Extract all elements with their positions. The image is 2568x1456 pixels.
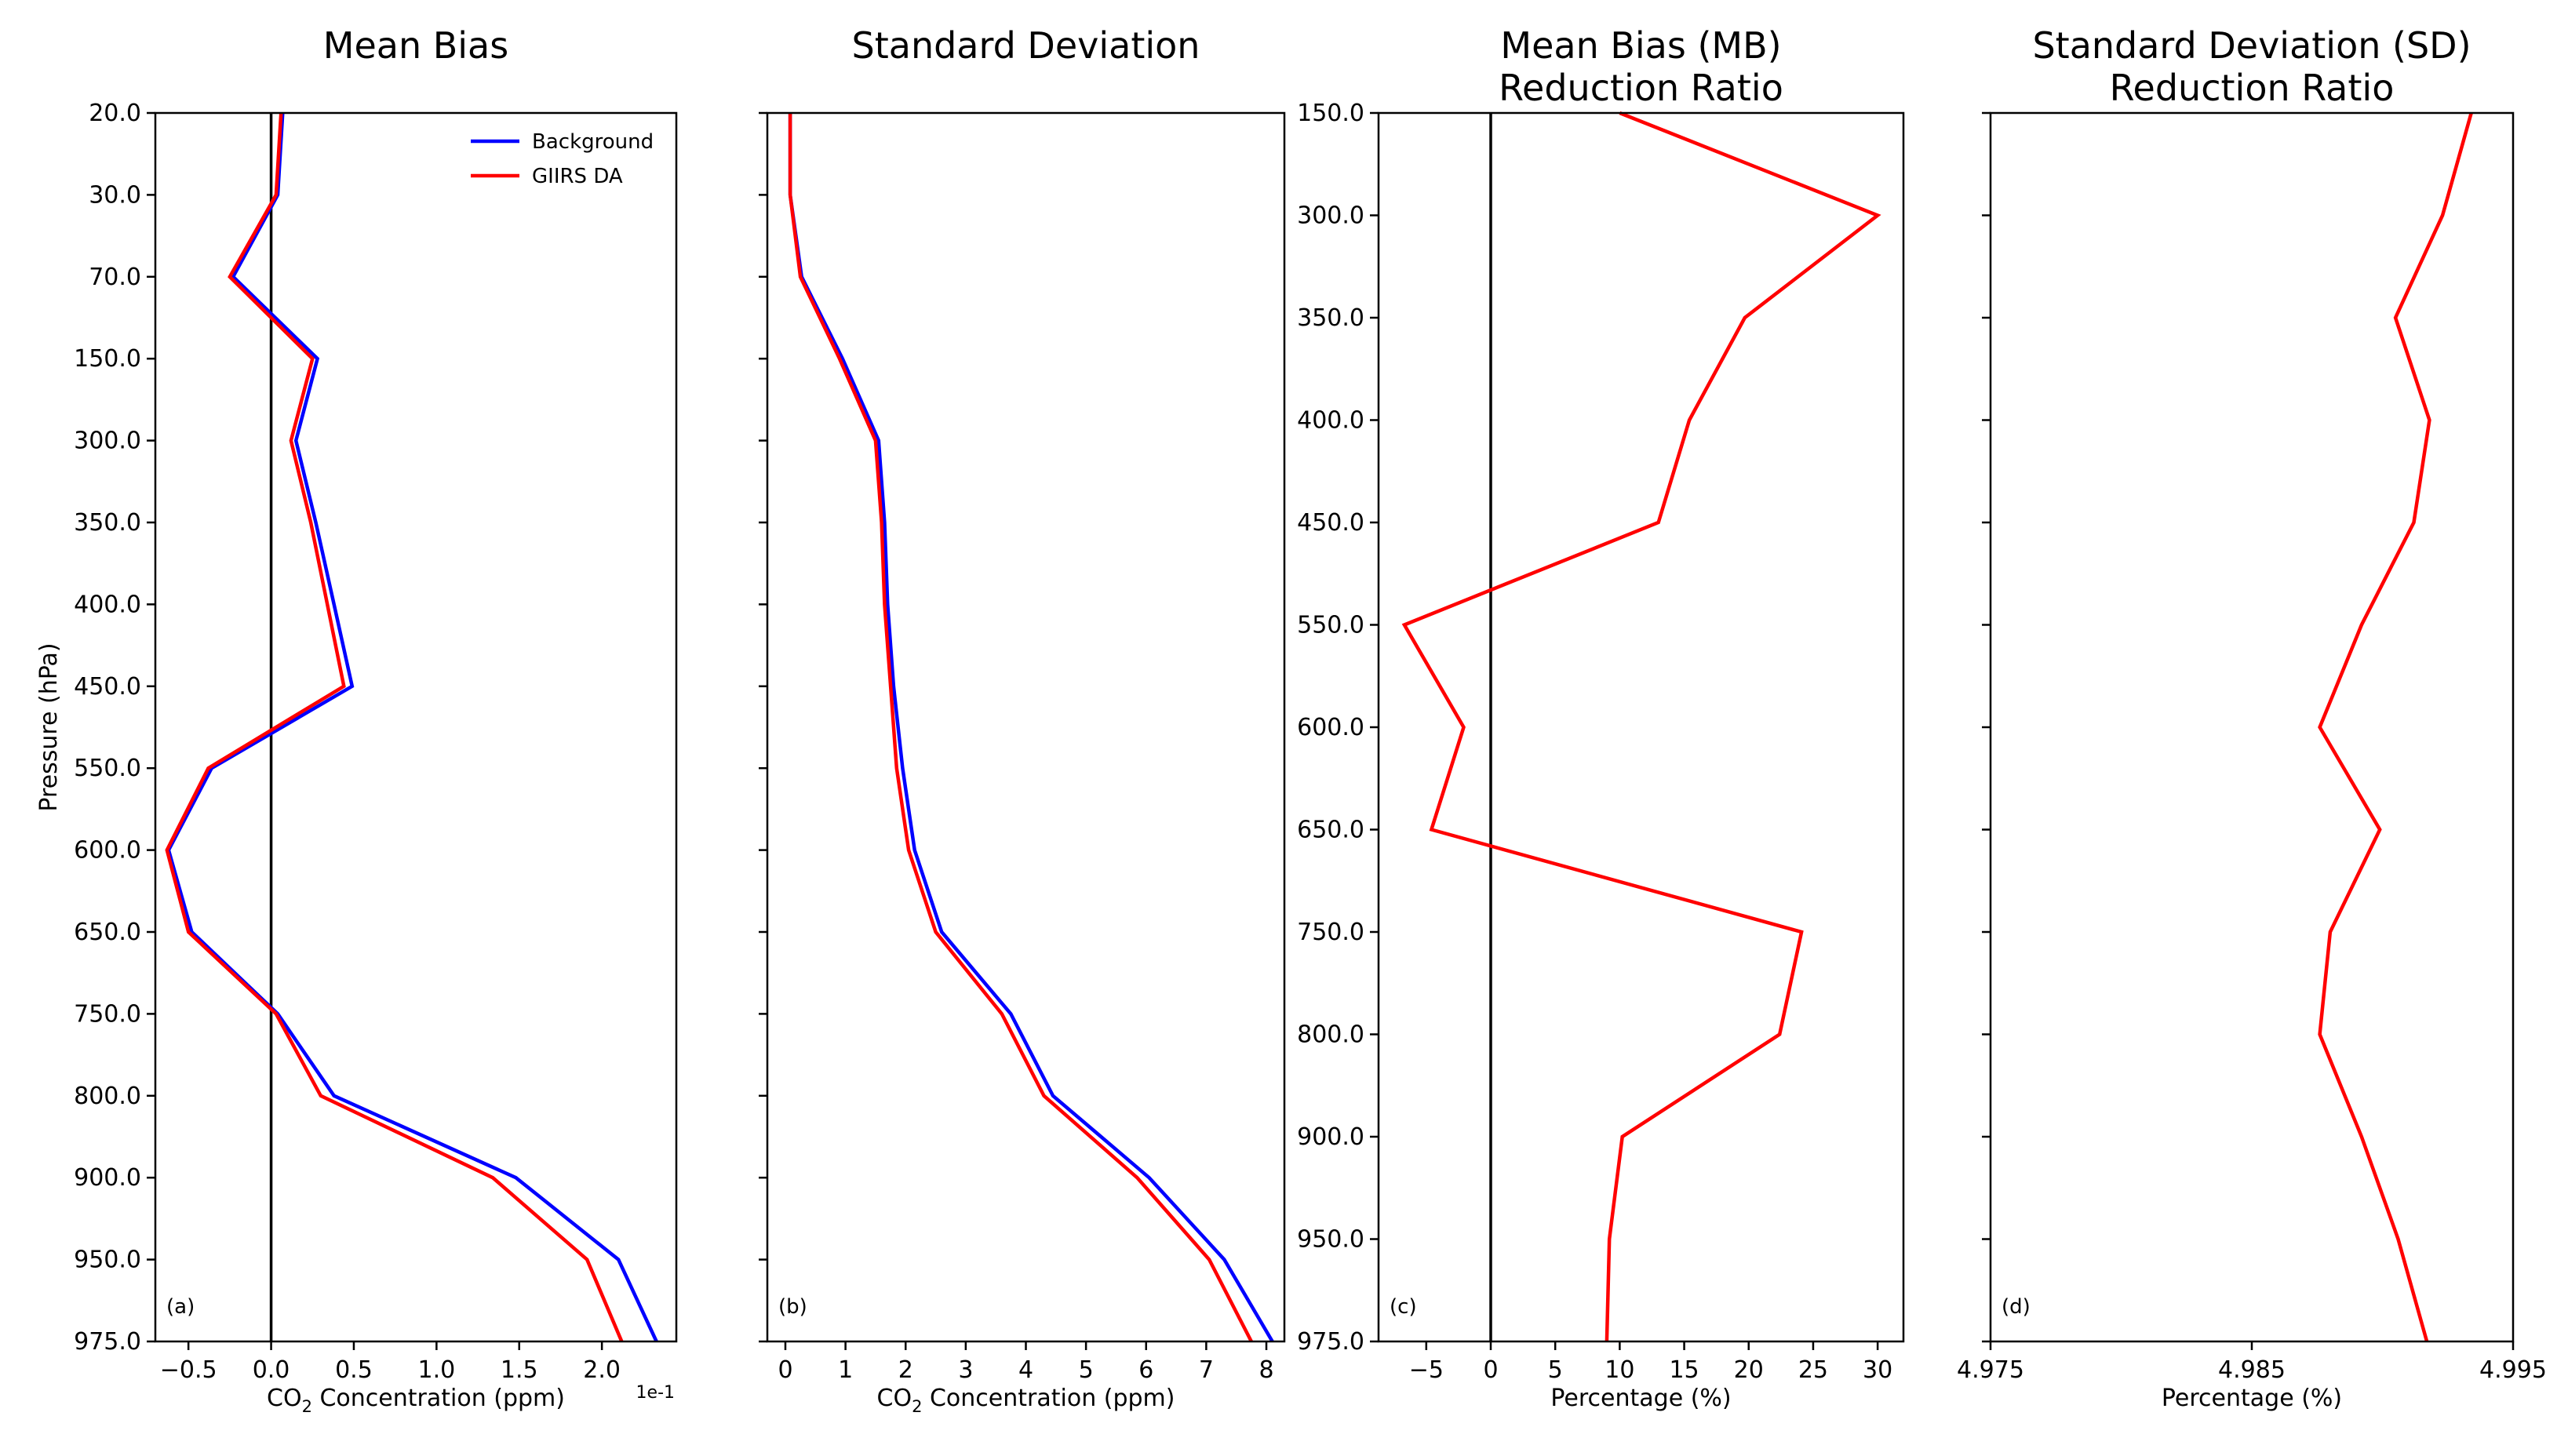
panel-title-line2: Reduction Ratio: [2110, 67, 2395, 109]
x-tick-label: 0: [1483, 1356, 1498, 1384]
series-line-giirs-da: [788, 113, 1253, 1343]
x-tick-label: 5: [1548, 1356, 1563, 1384]
y-tick-label: 70.0: [89, 264, 141, 291]
x-axis-label: CO2 Concentration (ppm): [267, 1385, 565, 1416]
y-tick-label: 30.0: [89, 181, 141, 209]
x-tick-label: 10: [1605, 1356, 1634, 1384]
x-tick-label: 5: [1079, 1356, 1094, 1384]
x-tick-label: 4.985: [2218, 1356, 2286, 1384]
y-tick-label: 800.0: [1297, 1021, 1364, 1049]
panel-title: Standard Deviation: [852, 24, 1200, 67]
x-tick-label: 1.5: [501, 1356, 538, 1384]
x-tick-label: 2.0: [583, 1356, 621, 1384]
x-tick-label: −0.5: [160, 1356, 217, 1384]
x-label-subscript: 2: [302, 1397, 312, 1416]
x-label-subscript: 2: [912, 1397, 922, 1416]
y-tick-label: 900.0: [1297, 1123, 1364, 1151]
panel-letter: (b): [778, 1295, 807, 1319]
axes-frame: [1989, 111, 2515, 1343]
y-tick-label: 950.0: [1297, 1226, 1364, 1254]
y-tick-label: 400.0: [1297, 407, 1364, 435]
y-tick-label: 350.0: [74, 509, 141, 537]
y-tick-label: 975.0: [1297, 1328, 1364, 1356]
axes-frame: [154, 111, 678, 1343]
y-axis-label: Pressure (hPa): [35, 642, 63, 811]
x-label-rest: Concentration (ppm): [922, 1385, 1175, 1412]
series-line-mb-reduction-ratio: [1401, 111, 1881, 1342]
y-tick-label: 300.0: [1297, 202, 1364, 230]
panel-letter: (a): [166, 1295, 195, 1319]
x-tick-label: 6: [1138, 1356, 1153, 1384]
x-tick-label: 0.0: [253, 1356, 290, 1384]
y-tick-label: 650.0: [74, 919, 141, 946]
y-tick-label: 400.0: [74, 591, 141, 618]
x-tick-label: 3: [958, 1356, 973, 1384]
panel-2: 0 1 2 3 4 5 6 7 8 Standard Deviation CO2 Concentra…: [759, 24, 1286, 1416]
x-offset-text: 1e-1: [636, 1383, 675, 1403]
x-label-co: CO: [877, 1385, 912, 1412]
series-line-background: [788, 113, 1274, 1343]
y-tick-label: 150.0: [1297, 100, 1364, 127]
x-axis-label: Percentage (%): [1550, 1385, 1731, 1412]
legend: Background GIIRS DA: [471, 130, 654, 188]
y-tick-label: 950.0: [74, 1247, 141, 1274]
panel-title: Standard Deviation (SD): [2032, 24, 2471, 67]
y-tick-label: 150.0: [74, 345, 141, 373]
y-tick-label: 750.0: [1297, 919, 1364, 946]
series-line-background: [166, 112, 658, 1342]
panel-1: 20.030.070.0150.0300.0350.0400.0450.0550…: [35, 24, 678, 1416]
panel-letter: (c): [1390, 1295, 1417, 1319]
legend-label: Background: [532, 130, 654, 154]
y-tick-label: 300.0: [74, 428, 141, 455]
x-tick-label: 0: [778, 1356, 792, 1384]
y-tick-label: 450.0: [74, 673, 141, 701]
x-tick-label: 25: [1798, 1356, 1828, 1384]
x-tick-label: −5: [1409, 1356, 1444, 1384]
y-tick-label: 450.0: [1297, 509, 1364, 537]
y-tick-label: 750.0: [74, 1000, 141, 1028]
panel-title: Mean Bias: [323, 24, 508, 67]
x-label-co: CO: [267, 1385, 302, 1412]
x-label-rest: Concentration (ppm): [312, 1385, 565, 1412]
x-tick-label: 1.0: [417, 1356, 455, 1384]
x-tick-label: 4.975: [1957, 1356, 2024, 1384]
y-tick-label: 650.0: [1297, 817, 1364, 844]
x-tick-label: 20: [1734, 1356, 1764, 1384]
x-tick-label: 15: [1669, 1356, 1699, 1384]
y-tick-label: 550.0: [74, 755, 141, 782]
x-axis-label: Percentage (%): [2162, 1385, 2342, 1412]
x-tick-label: 8: [1259, 1356, 1273, 1384]
y-tick-label: 900.0: [74, 1164, 141, 1192]
y-tick-label: 20.0: [89, 100, 141, 127]
x-tick-label: 2: [898, 1356, 913, 1384]
series-line-sd-reduction-ratio: [2318, 112, 2473, 1342]
axes-frame: [766, 111, 1286, 1343]
y-tick-label: 350.0: [1297, 304, 1364, 332]
x-tick-label: 4: [1018, 1356, 1033, 1384]
y-tick-label: 600.0: [74, 837, 141, 864]
x-tick-label: 30: [1863, 1356, 1892, 1384]
x-tick-label: 4.995: [2479, 1356, 2547, 1384]
series-line-giirs-da: [165, 112, 624, 1342]
x-tick-label: 0.5: [335, 1356, 373, 1384]
axes-frame: [1377, 111, 1905, 1343]
x-tick-label: 1: [838, 1356, 853, 1384]
y-tick-label: 800.0: [74, 1083, 141, 1110]
panel-title-line2: Reduction Ratio: [1499, 67, 1783, 109]
panel-3: 150.0 300.0 350.0 400.0 450.0 550.0 600.0 650.0…: [1297, 24, 1905, 1412]
legend-label: GIIRS DA: [532, 165, 623, 188]
x-axis-label: CO2 Concentration (ppm): [877, 1385, 1175, 1416]
y-tick-label: 600.0: [1297, 714, 1364, 741]
x-tick-label: 7: [1199, 1356, 1214, 1384]
panel-letter: (d): [2002, 1295, 2031, 1319]
y-tick-label: 550.0: [1297, 612, 1364, 639]
panel-4: 4.975 4.985 4.995 Standard Deviation (SD)Re…: [1957, 24, 2547, 1412]
y-tick-label: 975.0: [74, 1328, 141, 1356]
panel-title: Mean Bias (MB): [1500, 24, 1781, 67]
